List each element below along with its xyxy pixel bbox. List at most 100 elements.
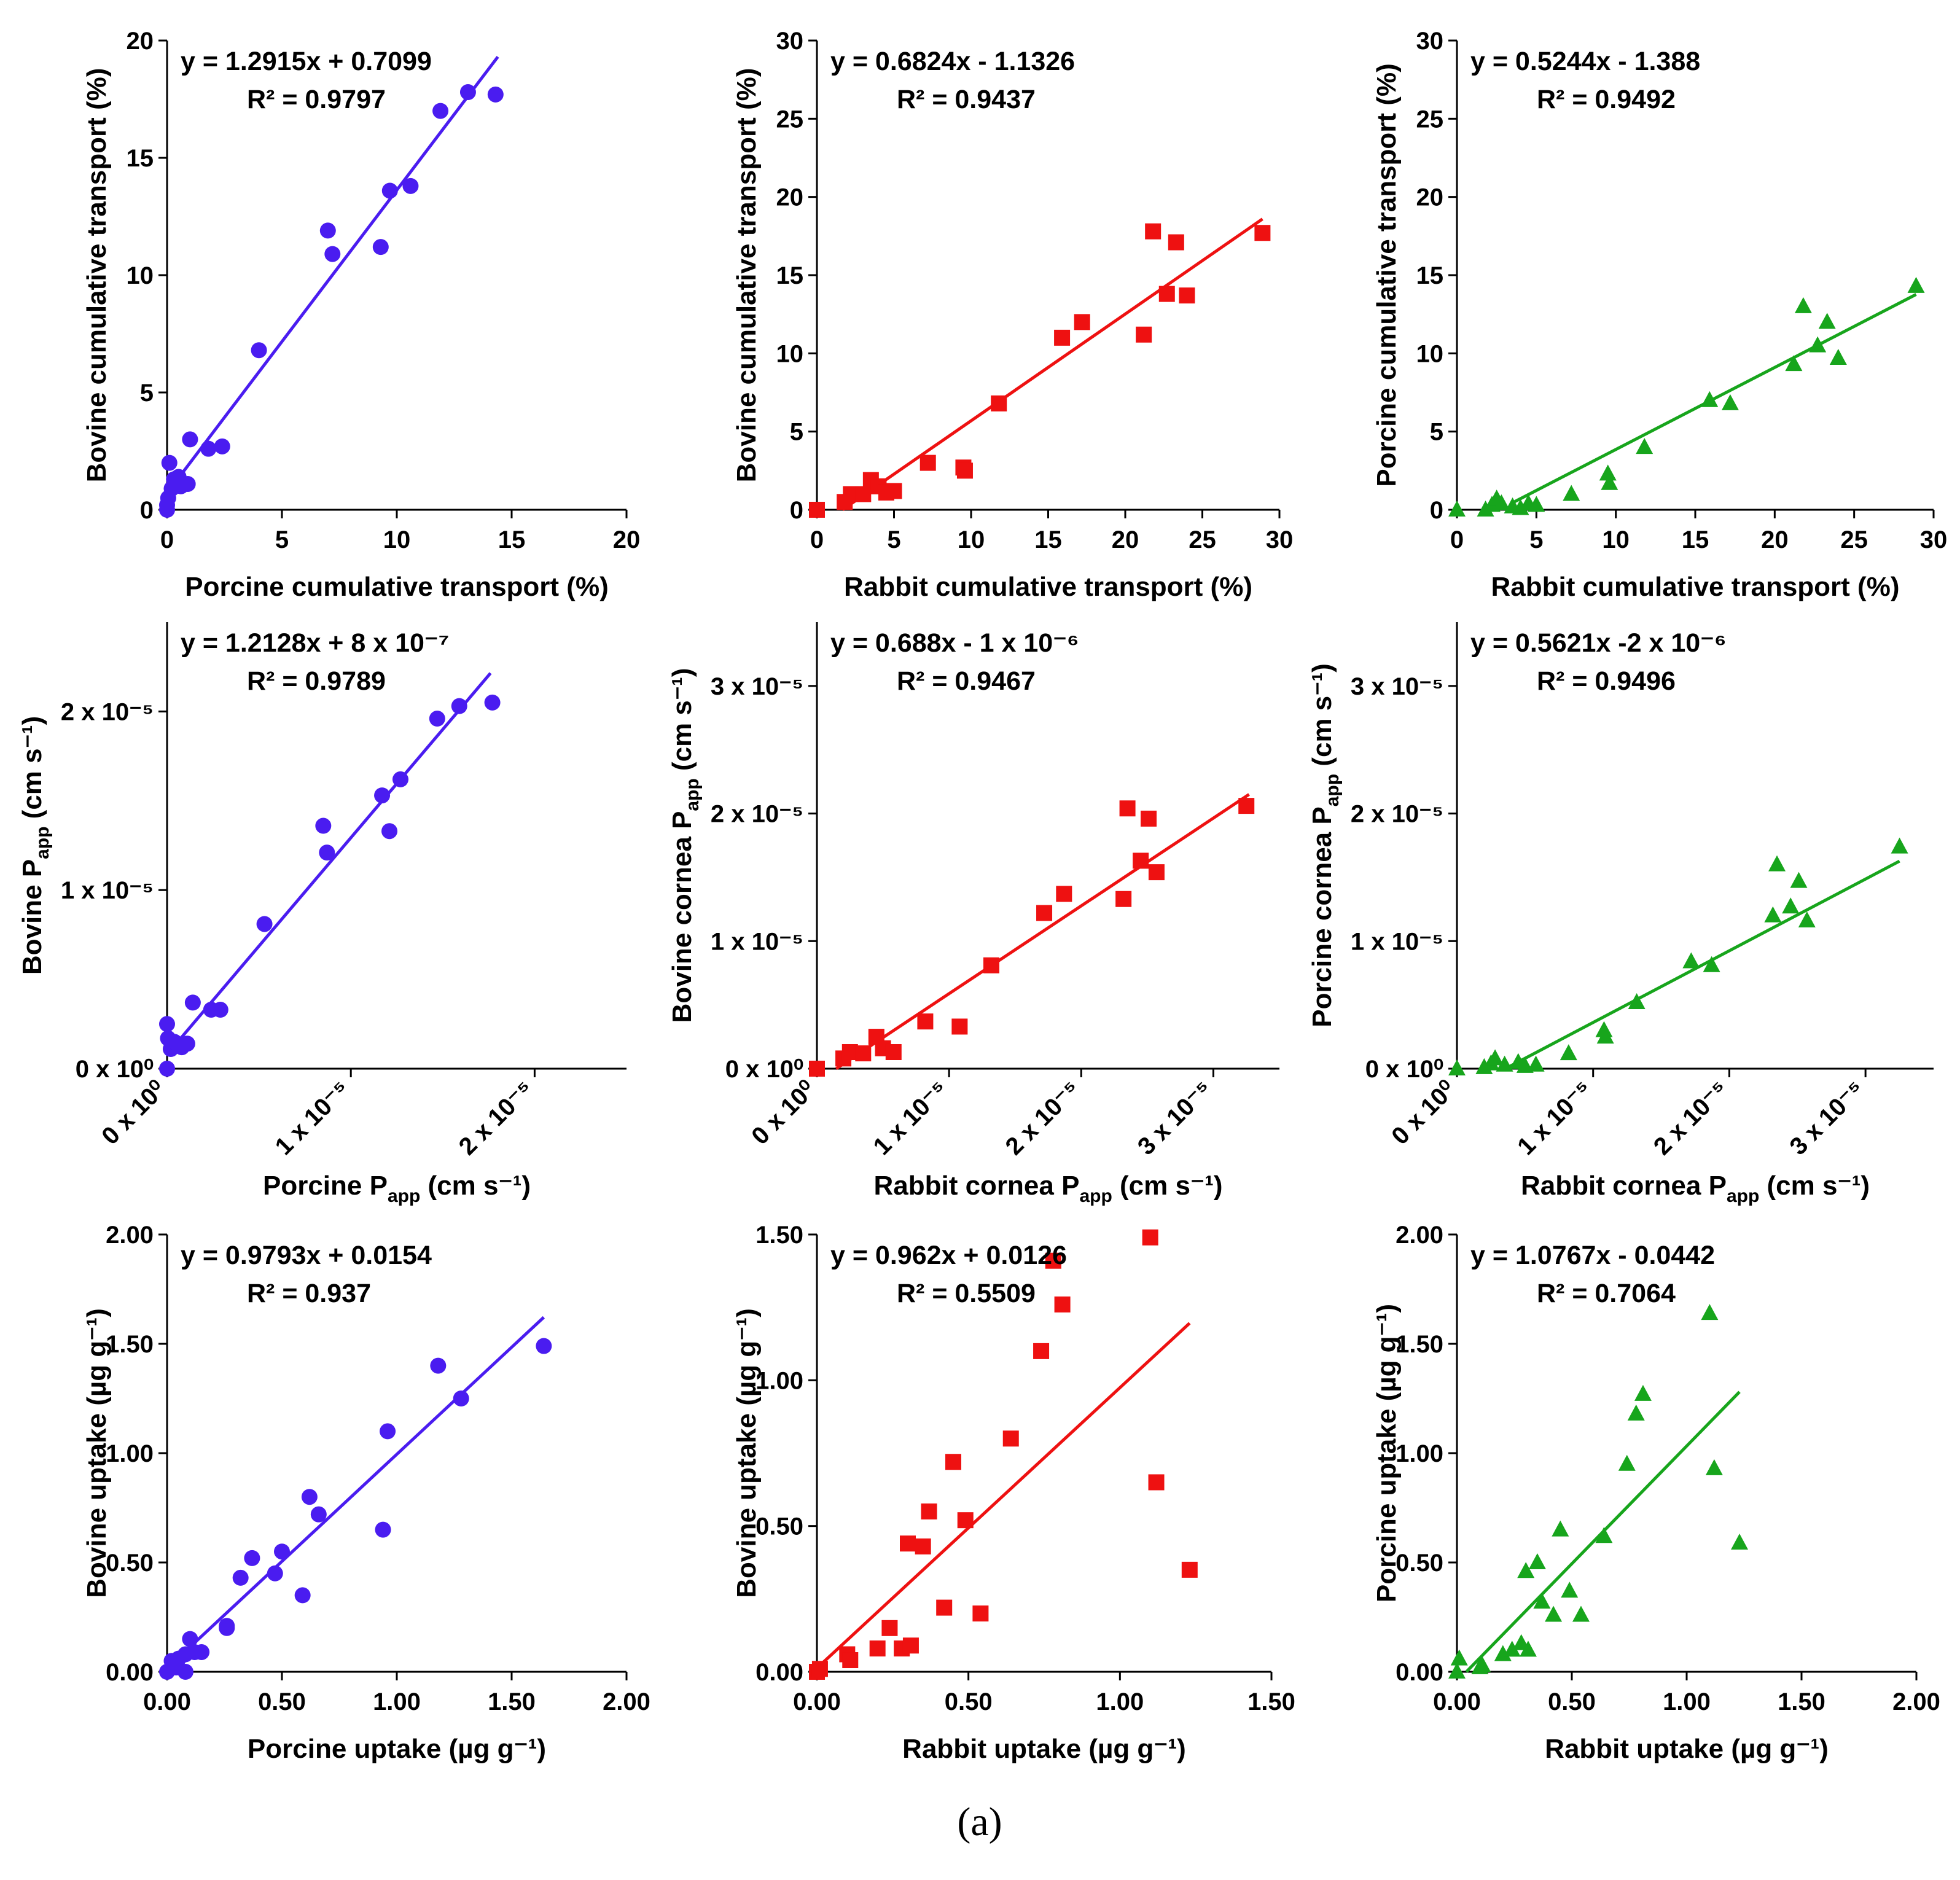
y-axis-title: Bovine cumulative transport (%)	[732, 68, 762, 483]
y-axis-title: Bovine Papp (cm s⁻¹)	[17, 716, 53, 975]
data-point	[1618, 1454, 1636, 1471]
data-point	[1628, 993, 1646, 1009]
data-point	[886, 483, 902, 499]
data-point	[957, 1512, 974, 1529]
data-point	[842, 1652, 859, 1669]
data-point	[1721, 394, 1739, 410]
regression-equation: y = 0.962x + 0.0126	[830, 1241, 1067, 1270]
y-tick-label: 0	[140, 497, 154, 524]
data-point	[267, 1565, 283, 1582]
data-point	[1552, 1520, 1569, 1537]
data-point	[1599, 464, 1617, 481]
y-axis-title: Porcine cumulative transport (%)	[1372, 63, 1402, 486]
trendline	[835, 793, 1250, 1071]
x-tick-label: 2 x 10⁻⁵	[1001, 1075, 1085, 1160]
y-axis-title: Porcine uptake (µg g⁻¹)	[1372, 1304, 1402, 1602]
x-tick-label: 1.50	[1778, 1688, 1825, 1715]
data-point	[991, 395, 1007, 411]
data-point	[1148, 864, 1165, 881]
y-tick-label: 0 x 10⁰	[725, 1056, 803, 1083]
x-tick-label: 20	[1112, 526, 1139, 553]
trendline	[166, 672, 492, 1056]
x-tick-label: 0.00	[793, 1688, 841, 1715]
data-point	[809, 502, 825, 518]
x-tick-label: 1.00	[373, 1688, 421, 1715]
x-tick-label: 10	[1602, 526, 1630, 553]
x-axis-title: Porcine uptake (µg g⁻¹)	[248, 1734, 546, 1764]
data-point	[453, 1390, 469, 1406]
data-point	[1601, 474, 1618, 490]
data-point	[951, 1018, 968, 1035]
x-tick-label: 0.50	[258, 1688, 306, 1715]
data-point	[179, 1036, 195, 1052]
data-point	[310, 1506, 327, 1523]
data-point	[1474, 1656, 1491, 1672]
y-tick-label: 25	[1416, 106, 1444, 133]
x-axis-title: Rabbit cornea Papp (cm s⁻¹)	[1521, 1171, 1870, 1206]
panel-caption: (a)	[957, 1800, 1002, 1844]
y-tick-label: 15	[1416, 262, 1444, 289]
data-point	[1136, 326, 1152, 343]
x-tick-label: 0.00	[1433, 1688, 1481, 1715]
x-tick-label: 2.00	[1892, 1688, 1940, 1715]
y-tick-label: 1 x 10⁻⁵	[711, 928, 803, 955]
data-point	[212, 1002, 228, 1018]
data-point	[1179, 287, 1195, 304]
y-tick-label: 0.50	[1396, 1550, 1443, 1577]
data-point	[319, 222, 336, 239]
data-point	[900, 1535, 916, 1552]
y-tick-label: 0.00	[106, 1659, 154, 1686]
data-point	[1528, 496, 1545, 512]
x-tick-label: 2 x 10⁻⁵	[454, 1075, 539, 1160]
x-tick-label: 2.00	[603, 1688, 650, 1715]
regression-equation: y = 0.688x - 1 x 10⁻⁶	[830, 628, 1079, 658]
y-axis-title: Bovine cornea Papp (cm s⁻¹)	[667, 668, 703, 1023]
y-tick-label: 15	[776, 262, 804, 289]
x-tick-label: 0 x 10⁰	[96, 1075, 171, 1150]
data-point	[375, 1521, 391, 1538]
chart-panel-6: 0 x 10⁰ 1 x 10⁻⁵ 2 x 10⁻⁵ 3 x 10⁻⁵ 0 x 10⁰ 1 …	[1307, 622, 1934, 1206]
y-tick-label: 10	[776, 340, 804, 367]
data-point	[1145, 223, 1162, 240]
y-tick-label: 5	[140, 380, 154, 407]
y-tick-label: 2.00	[1396, 1222, 1443, 1249]
data-point	[1527, 1055, 1545, 1072]
y-tick-label: 0 x 10⁰	[1365, 1056, 1443, 1083]
data-point	[1818, 313, 1836, 329]
data-point	[915, 1538, 931, 1554]
data-point	[402, 177, 419, 194]
y-tick-label: 3 x 10⁻⁵	[1351, 673, 1443, 700]
data-point	[1701, 1304, 1719, 1320]
data-point	[484, 694, 501, 711]
data-point	[1512, 499, 1529, 515]
chart-panel-8: 0.00 0.50 1.00 1.50 0.00 0.50 1.00 1.50 Rabbit u…	[732, 1222, 1295, 1764]
y-tick-label: 1.00	[1396, 1440, 1443, 1467]
x-tick-label: 5	[1529, 526, 1543, 553]
data-point	[315, 817, 332, 834]
data-point	[459, 84, 476, 101]
x-tick-label: 0.50	[945, 1688, 993, 1715]
y-tick-label: 2 x 10⁻⁵	[1351, 801, 1443, 828]
r-squared-label: R² = 0.9797	[247, 85, 386, 114]
x-tick-label: 1 x 10⁻⁵	[869, 1075, 953, 1160]
y-axis-title: Bovine uptake (µg g⁻¹)	[82, 1308, 112, 1597]
r-squared-label: R² = 0.9437	[897, 85, 1036, 114]
data-point	[1168, 234, 1184, 251]
data-point	[244, 1550, 260, 1566]
data-point	[1782, 897, 1800, 914]
data-point	[1054, 1296, 1071, 1312]
regression-equation: y = 1.0767x - 0.0442	[1470, 1241, 1715, 1270]
data-point	[1572, 1605, 1590, 1622]
data-point	[1133, 852, 1149, 869]
data-point	[200, 440, 217, 457]
y-tick-label: 2 x 10⁻⁵	[61, 698, 154, 725]
data-point	[1528, 1553, 1546, 1569]
data-point	[869, 1640, 886, 1657]
x-tick-label: 0 x 10⁰	[1386, 1075, 1461, 1150]
data-point	[1045, 1252, 1061, 1269]
data-point	[1056, 886, 1072, 902]
data-point	[256, 916, 273, 932]
y-axis-title: Bovine cumulative transport (%)	[82, 68, 112, 483]
x-tick-label: 0	[160, 526, 174, 553]
